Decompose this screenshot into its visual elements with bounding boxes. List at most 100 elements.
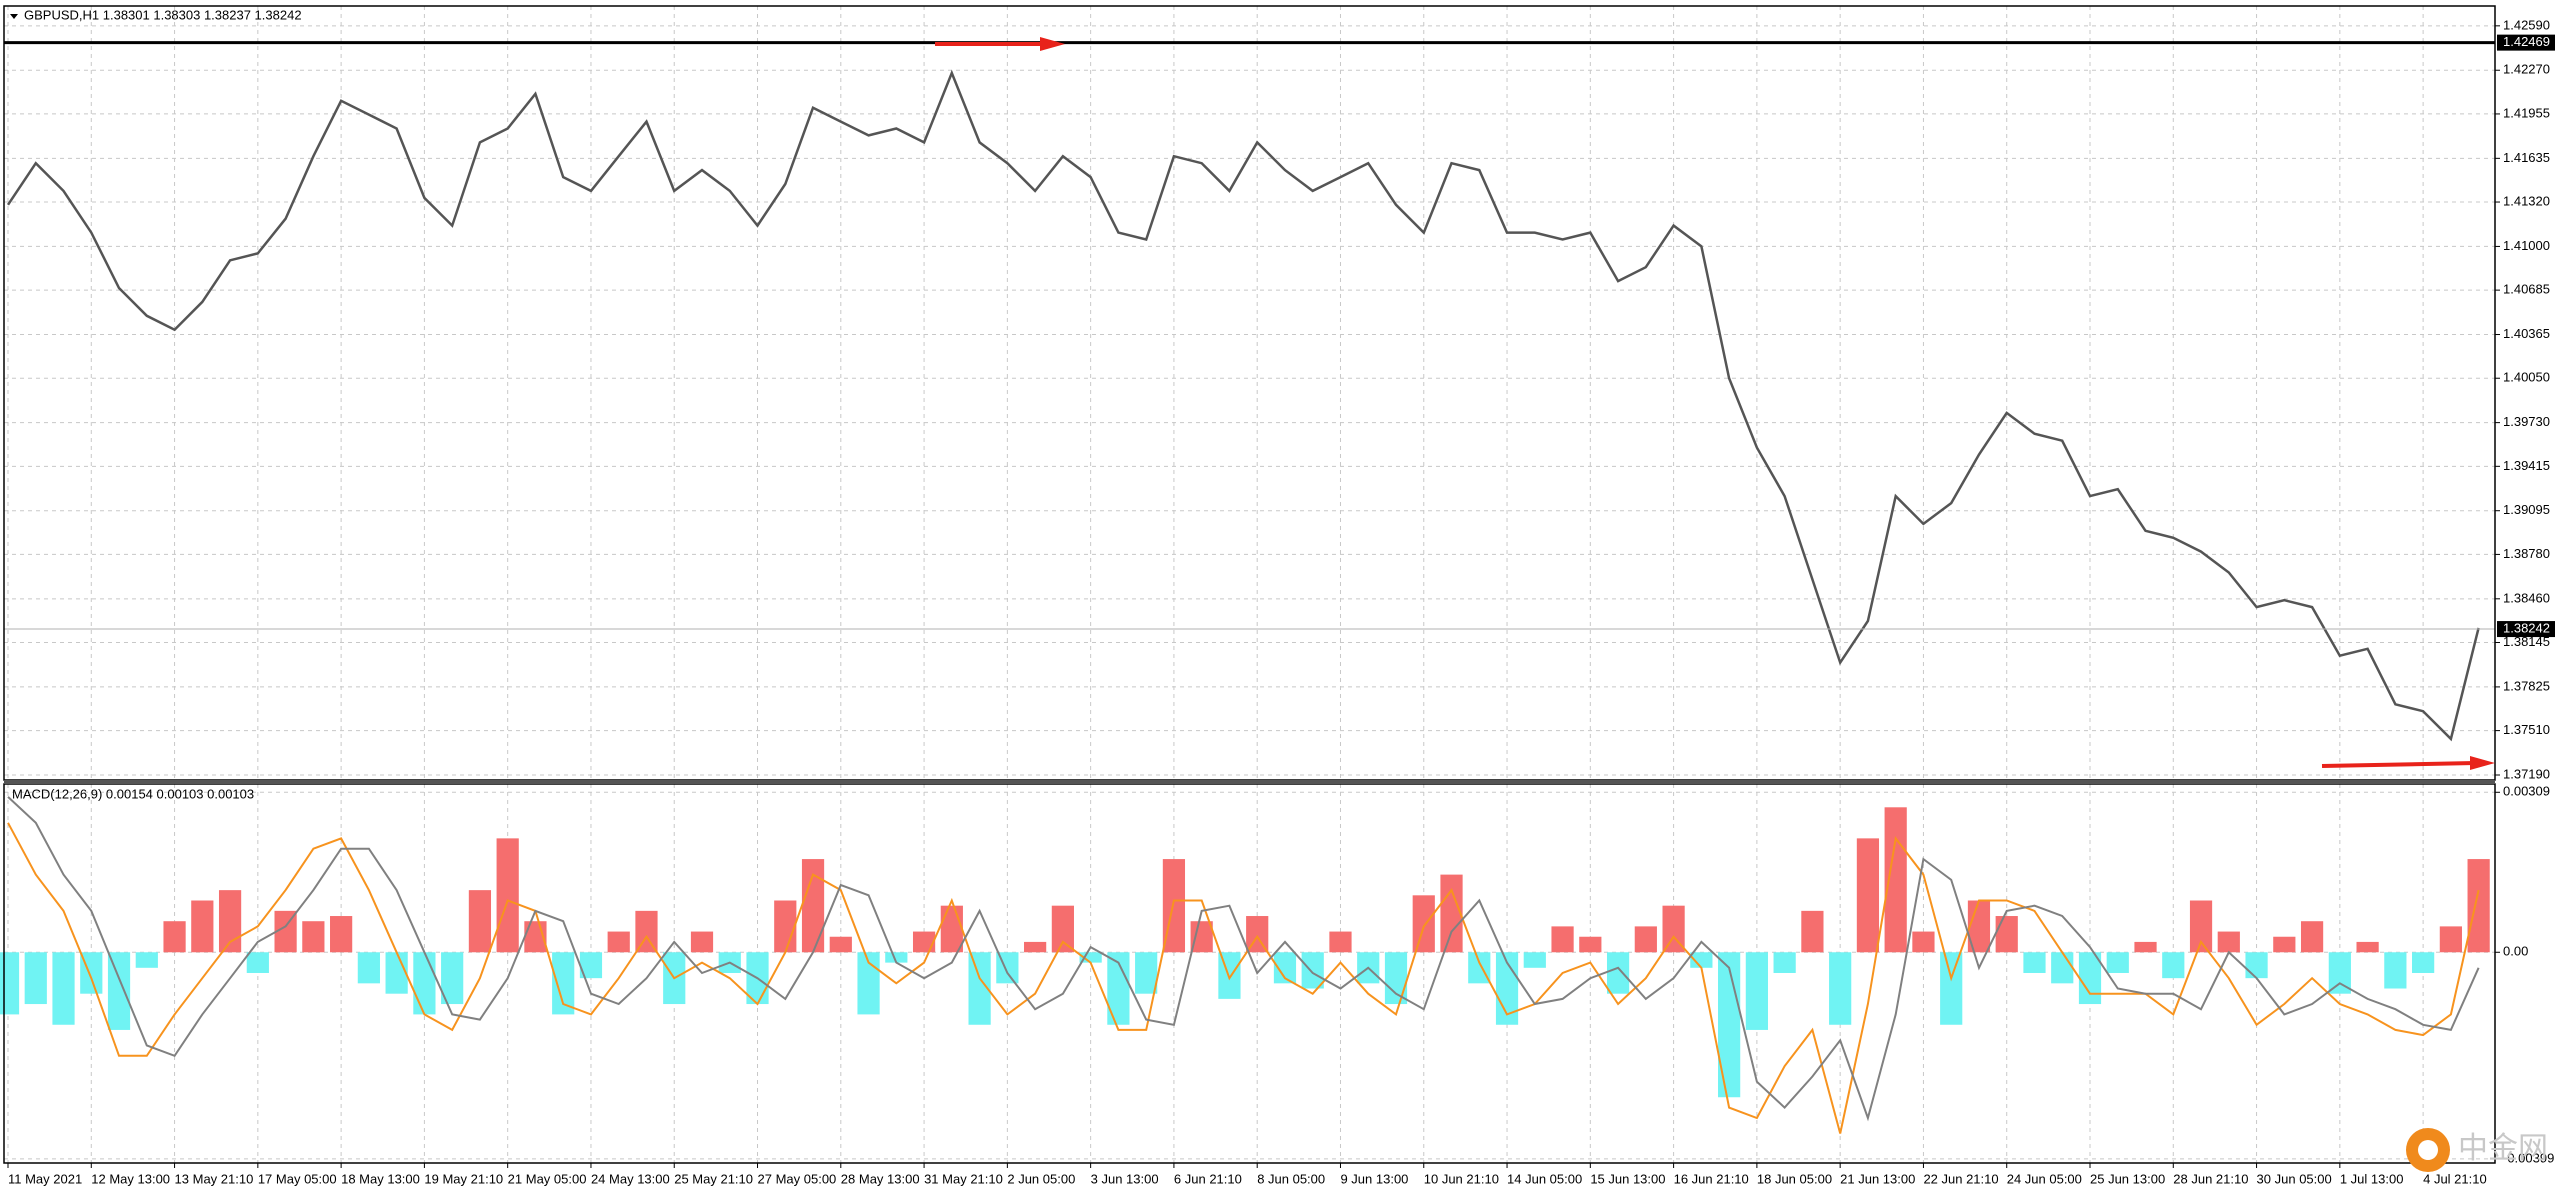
x-tick-label: 10 Jun 21:10 — [1424, 1171, 1499, 1186]
x-tick-label: 24 May 13:00 — [591, 1171, 670, 1186]
arrow-head — [2470, 756, 2495, 770]
arrow-shaft — [2321, 761, 2476, 768]
label-layer: GBPUSD,H1 1.38301 1.38303 1.38237 1.3824… — [7, 7, 2555, 1186]
y-tick-label: 0.00 — [2503, 944, 2528, 959]
histogram-bar — [2467, 859, 2490, 953]
price-line — [6, 69, 2480, 742]
histogram-bar — [2078, 952, 2102, 1005]
histogram-bar — [1634, 926, 1657, 953]
histogram-bar — [2356, 941, 2379, 953]
histogram-bar — [968, 952, 991, 1025]
histogram-bar — [1329, 931, 1352, 953]
x-tick-label: 30 Jun 05:00 — [2257, 1171, 2332, 1186]
histogram-bar — [940, 905, 963, 953]
histogram-bar — [2439, 926, 2462, 953]
x-tick-label: 11 May 2021 — [8, 1171, 82, 1186]
histogram-bar — [0, 952, 20, 1015]
x-tick-label: 4 Jul 21:10 — [2423, 1171, 2487, 1186]
histogram-bar — [1468, 952, 1491, 984]
histogram-bar — [1273, 952, 1297, 984]
histogram-bar — [24, 952, 47, 1005]
y-tick-label: 1.41955 — [2503, 105, 2550, 120]
x-tick-label: 18 May 13:00 — [341, 1171, 420, 1186]
y-tick-label: 1.37510 — [2503, 722, 2550, 737]
x-tick-label: 31 May 21:10 — [924, 1171, 1003, 1186]
y-tick-label: 1.38145 — [2503, 634, 2550, 649]
x-tick-label: 1 Jul 13:00 — [2340, 1171, 2404, 1186]
histogram-bar — [2162, 952, 2185, 979]
histogram-bar — [1829, 952, 1852, 1025]
histogram-bar — [163, 921, 186, 953]
x-tick-label: 15 Jun 13:00 — [1590, 1171, 1665, 1186]
y-tick-label: 1.40050 — [2503, 370, 2550, 385]
histogram-bar — [1579, 936, 1602, 953]
histogram-bar — [496, 838, 519, 953]
x-tick-label: 18 Jun 05:00 — [1757, 1171, 1832, 1186]
arrow-head — [1040, 37, 1065, 51]
y-tick-label: 1.37825 — [2503, 678, 2550, 693]
x-tick-label: 24 Jun 05:00 — [2007, 1171, 2082, 1186]
histogram-bar — [441, 952, 464, 1005]
histogram-bar — [191, 900, 214, 953]
y-tick-label: 1.42590 — [2503, 17, 2550, 32]
histogram-bar — [2134, 941, 2157, 953]
histogram-bar — [579, 952, 603, 979]
histogram-bar — [1301, 952, 1324, 989]
histogram-bar — [1912, 931, 1935, 953]
y-tick-label: 1.41635 — [2503, 150, 2550, 165]
macd-line — [7, 822, 2480, 1134]
frame — [3, 5, 2496, 1164]
histogram-bar — [2051, 952, 2074, 984]
histogram-bar — [1551, 926, 1574, 953]
histogram-bar — [2245, 952, 2268, 979]
x-tick-label: 28 May 13:00 — [841, 1171, 920, 1186]
level-label: 1.42469 — [2503, 34, 2550, 49]
level-label-box — [2497, 34, 2555, 51]
histogram-bar — [330, 916, 353, 953]
x-tick-label: 13 May 21:10 — [175, 1171, 254, 1186]
histogram-bar — [885, 952, 908, 963]
y-tick-label: 0.00309 — [2503, 784, 2550, 799]
x-tick-label: 21 Jun 13:00 — [1840, 1171, 1915, 1186]
y-tick-label: 1.39095 — [2503, 502, 2550, 517]
x-tick-label: 2 Jun 05:00 — [1007, 1171, 1075, 1186]
histogram-bar — [1745, 952, 1768, 1030]
symbol-menu-icon — [10, 14, 18, 19]
histogram-bar — [635, 910, 658, 953]
x-tick-label: 8 Jun 05:00 — [1257, 1171, 1325, 1186]
histogram-bar — [357, 952, 380, 984]
y-tick-label: 1.39415 — [2503, 458, 2550, 473]
histogram-bar — [607, 931, 630, 953]
histogram-bar — [2273, 936, 2296, 953]
histogram-bar — [2384, 952, 2407, 989]
x-tick-label: 3 Jun 13:00 — [1091, 1171, 1159, 1186]
histogram-bar — [468, 890, 492, 953]
histogram-bar — [246, 952, 269, 973]
last-price-box — [2497, 621, 2555, 638]
x-tick-label: 12 May 13:00 — [91, 1171, 170, 1186]
histogram-bar — [912, 931, 936, 953]
histogram-bar — [413, 952, 436, 1015]
watermark-text: 中金网 — [2458, 1132, 2548, 1165]
histogram-bar — [274, 910, 297, 953]
annotation-arrows — [935, 37, 2495, 770]
histogram-bar — [1051, 905, 1074, 953]
x-tick-label: 6 Jun 21:10 — [1174, 1171, 1242, 1186]
x-tick-label: 28 Jun 21:10 — [2173, 1171, 2248, 1186]
macd-line — [7, 796, 2480, 1122]
histogram-bar — [2300, 921, 2324, 953]
x-tick-label: 25 May 21:10 — [674, 1171, 753, 1186]
x-tick-label: 25 Jun 13:00 — [2090, 1171, 2165, 1186]
histogram-bar — [1606, 952, 1630, 994]
histogram-bar — [1412, 895, 1435, 953]
histogram-bar — [52, 952, 75, 1025]
x-tick-label: 14 Jun 05:00 — [1507, 1171, 1582, 1186]
x-tick-label: 21 May 05:00 — [508, 1171, 587, 1186]
histogram-bar — [690, 931, 714, 953]
y-tick-label: 1.41320 — [2503, 193, 2550, 208]
histogram-bar — [2023, 952, 2046, 973]
histogram-bar — [218, 890, 242, 953]
